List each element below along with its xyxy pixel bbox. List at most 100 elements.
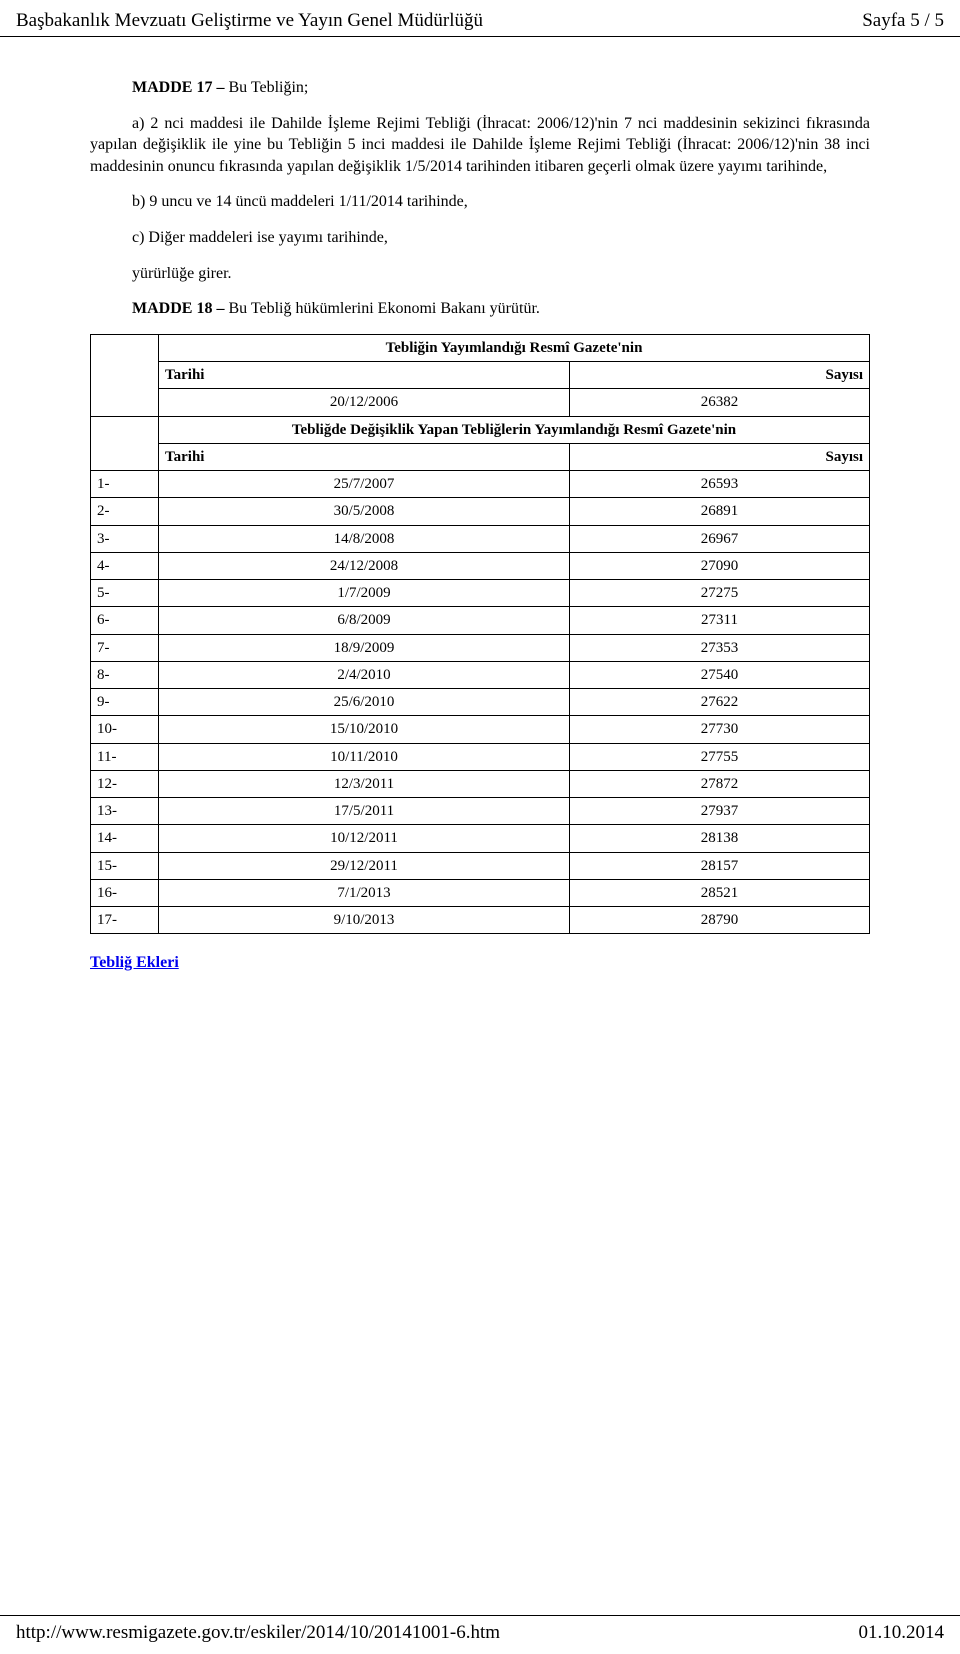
row-index: 16- bbox=[91, 879, 159, 906]
row-index: 13- bbox=[91, 798, 159, 825]
madde-18-title: MADDE 18 – bbox=[132, 300, 228, 317]
paragraph-a-text: a) 2 nci maddesi ile Dahilde İşleme Reji… bbox=[90, 115, 870, 175]
row-number: 27755 bbox=[570, 743, 870, 770]
paragraph-c-text: c) Diğer maddeleri ise yayımı tarihinde, bbox=[132, 229, 388, 246]
row-date: 30/5/2008 bbox=[159, 498, 570, 525]
row-number: 27275 bbox=[570, 580, 870, 607]
paragraph-b: b) 9 uncu ve 14 üncü maddeleri 1/11/2014… bbox=[90, 191, 870, 213]
row-date: 14/8/2008 bbox=[159, 525, 570, 552]
table-row: 5-1/7/200927275 bbox=[91, 580, 870, 607]
header-right: Sayfa 5 / 5 bbox=[862, 10, 944, 32]
row-index: 12- bbox=[91, 770, 159, 797]
teblig-ekleri-link[interactable]: Tebliğ Ekleri bbox=[90, 954, 179, 971]
paragraph-yururluk-text: yürürlüğe girer. bbox=[132, 265, 232, 282]
table-row: 7-18/9/200927353 bbox=[91, 634, 870, 661]
row-number: 28138 bbox=[570, 825, 870, 852]
paragraph-c: c) Diğer maddeleri ise yayımı tarihinde, bbox=[90, 227, 870, 249]
row-index: 15- bbox=[91, 852, 159, 879]
row-date: 24/12/2008 bbox=[159, 552, 570, 579]
page-footer: http://www.resmigazete.gov.tr/eskiler/20… bbox=[0, 1615, 960, 1654]
madde-18: MADDE 18 – Bu Tebliğ hükümlerini Ekonomi… bbox=[90, 298, 870, 320]
madde-17-title: MADDE 17 – bbox=[132, 79, 228, 96]
col-sayisi-2: Sayısı bbox=[570, 443, 870, 470]
table-row: 1-25/7/200726593 bbox=[91, 471, 870, 498]
table-row: 12-12/3/201127872 bbox=[91, 770, 870, 797]
row-date: 10/12/2011 bbox=[159, 825, 570, 852]
table-section-2-title-row: Tebliğde Değişiklik Yapan Tebliğlerin Ya… bbox=[91, 416, 870, 443]
row-date: 25/6/2010 bbox=[159, 689, 570, 716]
row-index: 6- bbox=[91, 607, 159, 634]
table-row: 2-30/5/200826891 bbox=[91, 498, 870, 525]
col-tarihi-2: Tarihi bbox=[159, 443, 570, 470]
gazette-table: Tebliğin Yayımlandığı Resmî Gazete'nin T… bbox=[90, 334, 870, 935]
madde-17-heading: MADDE 17 – Bu Tebliğin; bbox=[90, 77, 870, 99]
attachments-para: Tebliğ Ekleri bbox=[90, 952, 870, 974]
table-row: 16-7/1/201328521 bbox=[91, 879, 870, 906]
madde-17-intro: Bu Tebliğin; bbox=[228, 79, 308, 96]
table-section-2-title: Tebliğde Değişiklik Yapan Tebliğlerin Ya… bbox=[159, 416, 870, 443]
row-index: 3- bbox=[91, 525, 159, 552]
table-pub-row: 20/12/2006 26382 bbox=[91, 389, 870, 416]
row-index: 2- bbox=[91, 498, 159, 525]
pub-num: 26382 bbox=[570, 389, 870, 416]
col-tarihi-1: Tarihi bbox=[159, 362, 570, 389]
row-date: 7/1/2013 bbox=[159, 879, 570, 906]
row-number: 27353 bbox=[570, 634, 870, 661]
row-number: 28790 bbox=[570, 907, 870, 934]
table-row: 13-17/5/201127937 bbox=[91, 798, 870, 825]
row-number: 26593 bbox=[570, 471, 870, 498]
madde-18-text: Bu Tebliğ hükümlerini Ekonomi Bakanı yür… bbox=[228, 300, 539, 317]
row-number: 27090 bbox=[570, 552, 870, 579]
page-header: Başbakanlık Mevzuatı Geliştirme ve Yayın… bbox=[0, 0, 960, 37]
row-number: 28521 bbox=[570, 879, 870, 906]
page-content: MADDE 17 – Bu Tebliğin; a) 2 nci maddesi… bbox=[0, 37, 960, 974]
paragraph-b-text: b) 9 uncu ve 14 üncü maddeleri 1/11/2014… bbox=[132, 193, 468, 210]
table-row: 6-6/8/200927311 bbox=[91, 607, 870, 634]
row-date: 12/3/2011 bbox=[159, 770, 570, 797]
footer-date: 01.10.2014 bbox=[859, 1622, 945, 1644]
row-number: 27540 bbox=[570, 661, 870, 688]
row-index: 17- bbox=[91, 907, 159, 934]
row-date: 2/4/2010 bbox=[159, 661, 570, 688]
row-number: 26967 bbox=[570, 525, 870, 552]
table-section-1-title: Tebliğin Yayımlandığı Resmî Gazete'nin bbox=[159, 334, 870, 361]
row-date: 6/8/2009 bbox=[159, 607, 570, 634]
footer-url: http://www.resmigazete.gov.tr/eskiler/20… bbox=[16, 1622, 500, 1644]
row-index: 10- bbox=[91, 716, 159, 743]
table-row: 14-10/12/201128138 bbox=[91, 825, 870, 852]
table-section-1-header-row: Tarihi Sayısı bbox=[91, 362, 870, 389]
row-number: 26891 bbox=[570, 498, 870, 525]
row-date: 9/10/2013 bbox=[159, 907, 570, 934]
row-index: 4- bbox=[91, 552, 159, 579]
table-row: 11-10/11/201027755 bbox=[91, 743, 870, 770]
row-number: 27872 bbox=[570, 770, 870, 797]
header-left: Başbakanlık Mevzuatı Geliştirme ve Yayın… bbox=[16, 10, 483, 32]
row-number: 27730 bbox=[570, 716, 870, 743]
row-index: 5- bbox=[91, 580, 159, 607]
table-row: 9-25/6/201027622 bbox=[91, 689, 870, 716]
row-date: 18/9/2009 bbox=[159, 634, 570, 661]
row-index: 11- bbox=[91, 743, 159, 770]
table-row: 3-14/8/200826967 bbox=[91, 525, 870, 552]
col-sayisi-1: Sayısı bbox=[570, 362, 870, 389]
row-index: 7- bbox=[91, 634, 159, 661]
table-section-1-title-row: Tebliğin Yayımlandığı Resmî Gazete'nin bbox=[91, 334, 870, 361]
table-row: 15-29/12/201128157 bbox=[91, 852, 870, 879]
paragraph-a: a) 2 nci maddesi ile Dahilde İşleme Reji… bbox=[90, 113, 870, 178]
row-index: 8- bbox=[91, 661, 159, 688]
row-date: 17/5/2011 bbox=[159, 798, 570, 825]
row-date: 1/7/2009 bbox=[159, 580, 570, 607]
row-number: 27937 bbox=[570, 798, 870, 825]
table-empty-cell bbox=[91, 416, 159, 471]
row-index: 1- bbox=[91, 471, 159, 498]
table-section-2-header-row: Tarihi Sayısı bbox=[91, 443, 870, 470]
row-date: 15/10/2010 bbox=[159, 716, 570, 743]
paragraph-yururluk: yürürlüğe girer. bbox=[90, 263, 870, 285]
row-number: 27622 bbox=[570, 689, 870, 716]
pub-date: 20/12/2006 bbox=[159, 389, 570, 416]
table-row: 17-9/10/201328790 bbox=[91, 907, 870, 934]
table-row: 10-15/10/201027730 bbox=[91, 716, 870, 743]
row-index: 9- bbox=[91, 689, 159, 716]
row-date: 29/12/2011 bbox=[159, 852, 570, 879]
table-empty-cell bbox=[91, 334, 159, 416]
